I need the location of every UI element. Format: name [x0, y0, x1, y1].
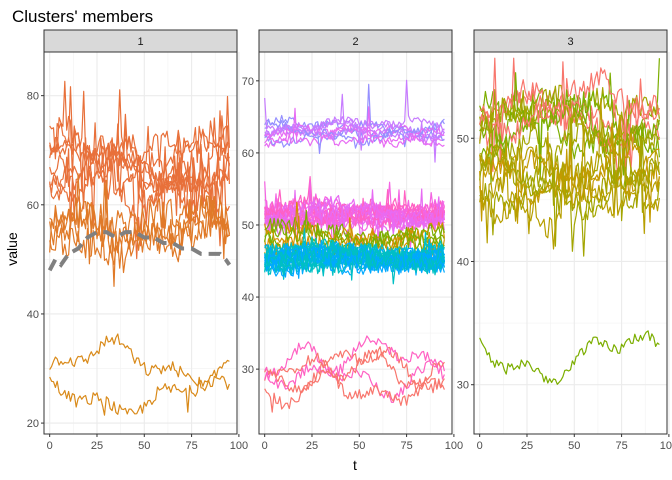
- series-line: [264, 335, 445, 390]
- series-line: [264, 242, 445, 281]
- y-axis-title: value: [4, 232, 20, 266]
- y-tick-label: 20: [27, 418, 39, 430]
- series-line: [264, 239, 445, 274]
- series-line: [479, 57, 660, 144]
- facet-panel-1: 1 20 40 60 80 0 25 50 75 100: [27, 29, 248, 452]
- y-tick-label: 60: [242, 148, 254, 160]
- y-tick-label: 40: [27, 309, 39, 321]
- x-tick-label: 75: [400, 440, 412, 452]
- x-tick-label: 50: [353, 440, 365, 452]
- x-tick-label: 75: [185, 440, 197, 452]
- series-line: [264, 196, 445, 231]
- y-tick-label: 80: [27, 91, 39, 103]
- x-tick-label: 50: [568, 440, 580, 452]
- centroid-line: [47, 230, 232, 272]
- series-line: [479, 138, 660, 250]
- x-tick-label: 25: [521, 440, 533, 452]
- facet-strip-label: 3: [567, 36, 573, 48]
- series-line: [49, 173, 230, 263]
- series-line: [264, 79, 445, 163]
- x-tick-label: 75: [615, 440, 627, 452]
- y-tick-label: 70: [242, 76, 254, 88]
- x-tick-label: 0: [47, 440, 53, 452]
- x-tick-label: 100: [660, 440, 672, 452]
- y-tick-label: 50: [242, 220, 254, 232]
- series-line: [49, 80, 230, 193]
- series-line: [49, 333, 230, 387]
- x-tick-label: 25: [306, 440, 318, 452]
- x-tick-label: 100: [230, 440, 248, 452]
- series-line: [479, 106, 660, 247]
- series-group: [47, 80, 232, 416]
- y-tick-label: 30: [457, 380, 469, 392]
- series-line: [479, 115, 660, 223]
- series-line: [49, 113, 230, 247]
- x-tick-label: 50: [138, 440, 150, 452]
- x-tick-label: 100: [445, 440, 463, 452]
- series-line: [479, 330, 660, 385]
- y-tick-label: 40: [242, 292, 254, 304]
- y-tick-label: 50: [457, 133, 469, 145]
- facet-strip-label: 1: [137, 36, 143, 48]
- x-tick-label: 0: [477, 440, 483, 452]
- x-axis-title: t: [353, 457, 357, 473]
- series-line: [264, 227, 445, 263]
- series-line: [264, 209, 445, 251]
- series-line: [264, 243, 445, 276]
- facet-panel-3: 3 30 40 50 0 25 50 75 100: [457, 29, 672, 452]
- series-line: [264, 119, 445, 154]
- y-tick-label: 40: [457, 256, 469, 268]
- chart-title: Clusters' members: [12, 7, 153, 26]
- series-line: [264, 352, 445, 407]
- series-line: [264, 341, 445, 403]
- series-line: [264, 349, 445, 413]
- facet-strip-label: 2: [352, 36, 358, 48]
- series-line: [264, 189, 445, 230]
- series-group: [264, 79, 445, 413]
- facet-panel-2: 2 30 40 50 60 70 0 25 50 75 100: [242, 29, 463, 452]
- series-line: [49, 375, 230, 416]
- y-tick-label: 30: [242, 364, 254, 376]
- panel-border: [258, 51, 453, 435]
- x-tick-label: 0: [262, 440, 268, 452]
- panel-border: [473, 51, 668, 435]
- x-tick-label: 25: [91, 440, 103, 452]
- series-line: [479, 117, 660, 236]
- y-tick-label: 60: [27, 200, 39, 212]
- panel-border: [43, 51, 238, 435]
- series-group: [479, 57, 660, 385]
